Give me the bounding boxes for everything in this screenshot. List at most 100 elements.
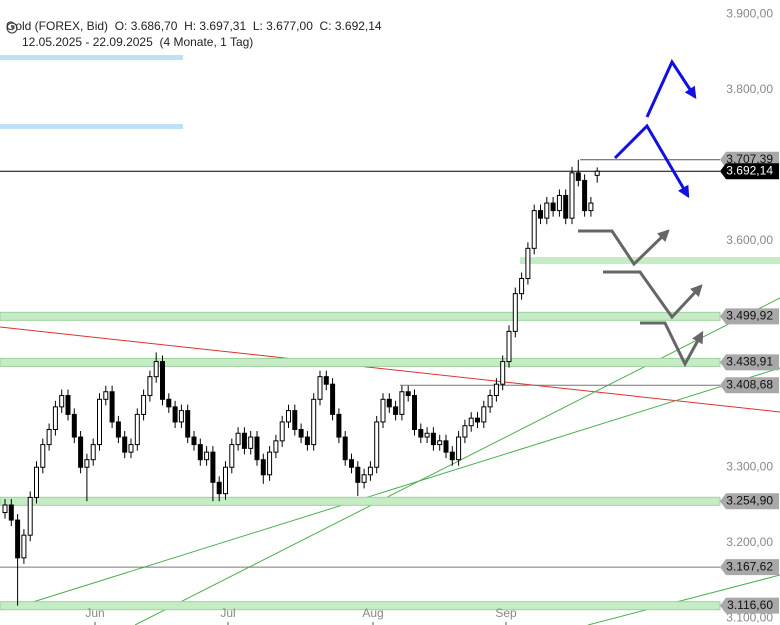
candle-body — [279, 421, 285, 442]
level-tag — [720, 308, 779, 325]
candle-body — [594, 170, 600, 176]
candle-body — [544, 202, 550, 219]
layer — [0, 55, 780, 625]
support-zone — [520, 257, 780, 264]
level-tag — [720, 597, 779, 614]
y-tick-label: 3.600,00 — [726, 233, 773, 247]
candle-body — [519, 278, 525, 295]
scenario-arrow — [613, 123, 690, 199]
annotations — [578, 58, 704, 368]
candle-body — [531, 210, 537, 249]
candle-body — [292, 410, 298, 430]
candle-body — [166, 398, 172, 408]
candle-body — [418, 428, 424, 438]
candle-body — [582, 179, 588, 212]
candle-body — [78, 436, 84, 468]
ohlc-high: H: 3.697,31 — [184, 19, 247, 33]
y-tick-label: 3.300,00 — [726, 459, 773, 473]
candle-body — [178, 410, 184, 423]
candle-body — [153, 361, 159, 378]
symbol: Gold (FOREX, Bid) — [6, 19, 109, 33]
candle-body — [538, 210, 543, 219]
candle-body — [424, 432, 430, 438]
candle-body — [46, 428, 52, 446]
candle-body — [27, 496, 33, 536]
candle-body — [298, 428, 304, 438]
ohlc-close: C: 3.692,14 — [319, 19, 382, 33]
candle-body — [216, 481, 222, 495]
scenario-arrow — [645, 58, 697, 118]
level-band — [0, 357, 721, 367]
level-label: 3.692,14 — [726, 163, 773, 177]
scenario-arrow — [640, 321, 704, 368]
level-label: 3.707,39 — [726, 152, 773, 166]
candle-body — [462, 425, 468, 438]
candle-body — [90, 444, 96, 461]
scenario-arrow — [578, 229, 670, 267]
level-label: 3.499,92 — [726, 309, 773, 323]
candle-body — [204, 451, 210, 461]
candle-body — [481, 406, 487, 423]
y-tick-label: 3.800,00 — [726, 82, 773, 96]
level-tag — [720, 354, 779, 371]
x-tick-label: Aug — [362, 606, 383, 620]
level-label: 3.438,91 — [726, 355, 773, 369]
candle-body — [15, 519, 21, 559]
y-tick-label: 3.200,00 — [726, 535, 773, 549]
candle-body — [361, 474, 367, 483]
candle-body — [304, 436, 310, 446]
level-band — [0, 601, 721, 611]
candle-body — [34, 466, 39, 498]
candle-body — [468, 417, 474, 427]
candle-body — [141, 395, 147, 415]
candle-body — [128, 444, 134, 453]
candle-body — [342, 436, 348, 461]
candle-body — [374, 421, 380, 468]
candle-body — [273, 440, 279, 453]
candle-body — [500, 361, 506, 385]
candle-body — [21, 534, 27, 559]
candle-body — [241, 432, 247, 449]
candle-body — [267, 451, 273, 476]
candle-body — [386, 398, 392, 408]
level-tag — [720, 163, 779, 180]
candle-body — [393, 406, 399, 415]
trend-line — [587, 574, 780, 625]
level-tag — [720, 559, 779, 576]
candle-body — [229, 444, 235, 468]
candle-body — [563, 195, 569, 219]
x-tick-label: Sep — [495, 606, 517, 620]
candle-body — [84, 459, 90, 468]
clock-icon — [6, 22, 18, 34]
x-tick-label: Jun — [85, 606, 104, 620]
candle-body — [525, 247, 531, 280]
scenario-arrow — [603, 270, 703, 320]
candle-body — [223, 466, 228, 495]
candle-body — [191, 436, 197, 446]
zone-marker — [0, 124, 183, 129]
candle-body — [569, 172, 575, 219]
level-label: 3.116,60 — [727, 598, 773, 612]
candle-body — [122, 436, 128, 453]
candle-body — [147, 376, 153, 397]
candle-body — [512, 293, 518, 332]
candle-body — [323, 376, 329, 385]
level-band — [0, 311, 721, 321]
candle-body — [210, 451, 216, 483]
date-range: 12.05.2025 - 22.09.2025 — [22, 35, 153, 49]
candle-body — [493, 383, 499, 397]
candle-body — [65, 395, 71, 415]
level-label: 3.167,62 — [726, 559, 773, 573]
candle-body — [235, 432, 241, 446]
level-tag — [720, 377, 779, 394]
candle-body — [109, 391, 115, 423]
y-tick-label: 3.100,00 — [726, 610, 773, 624]
candle-body — [380, 398, 386, 423]
candle-body — [437, 440, 443, 446]
candle-body — [260, 459, 266, 476]
candle-body — [317, 376, 323, 400]
candle-body — [197, 444, 203, 461]
candle-body — [349, 459, 354, 468]
candle-body — [185, 410, 191, 438]
